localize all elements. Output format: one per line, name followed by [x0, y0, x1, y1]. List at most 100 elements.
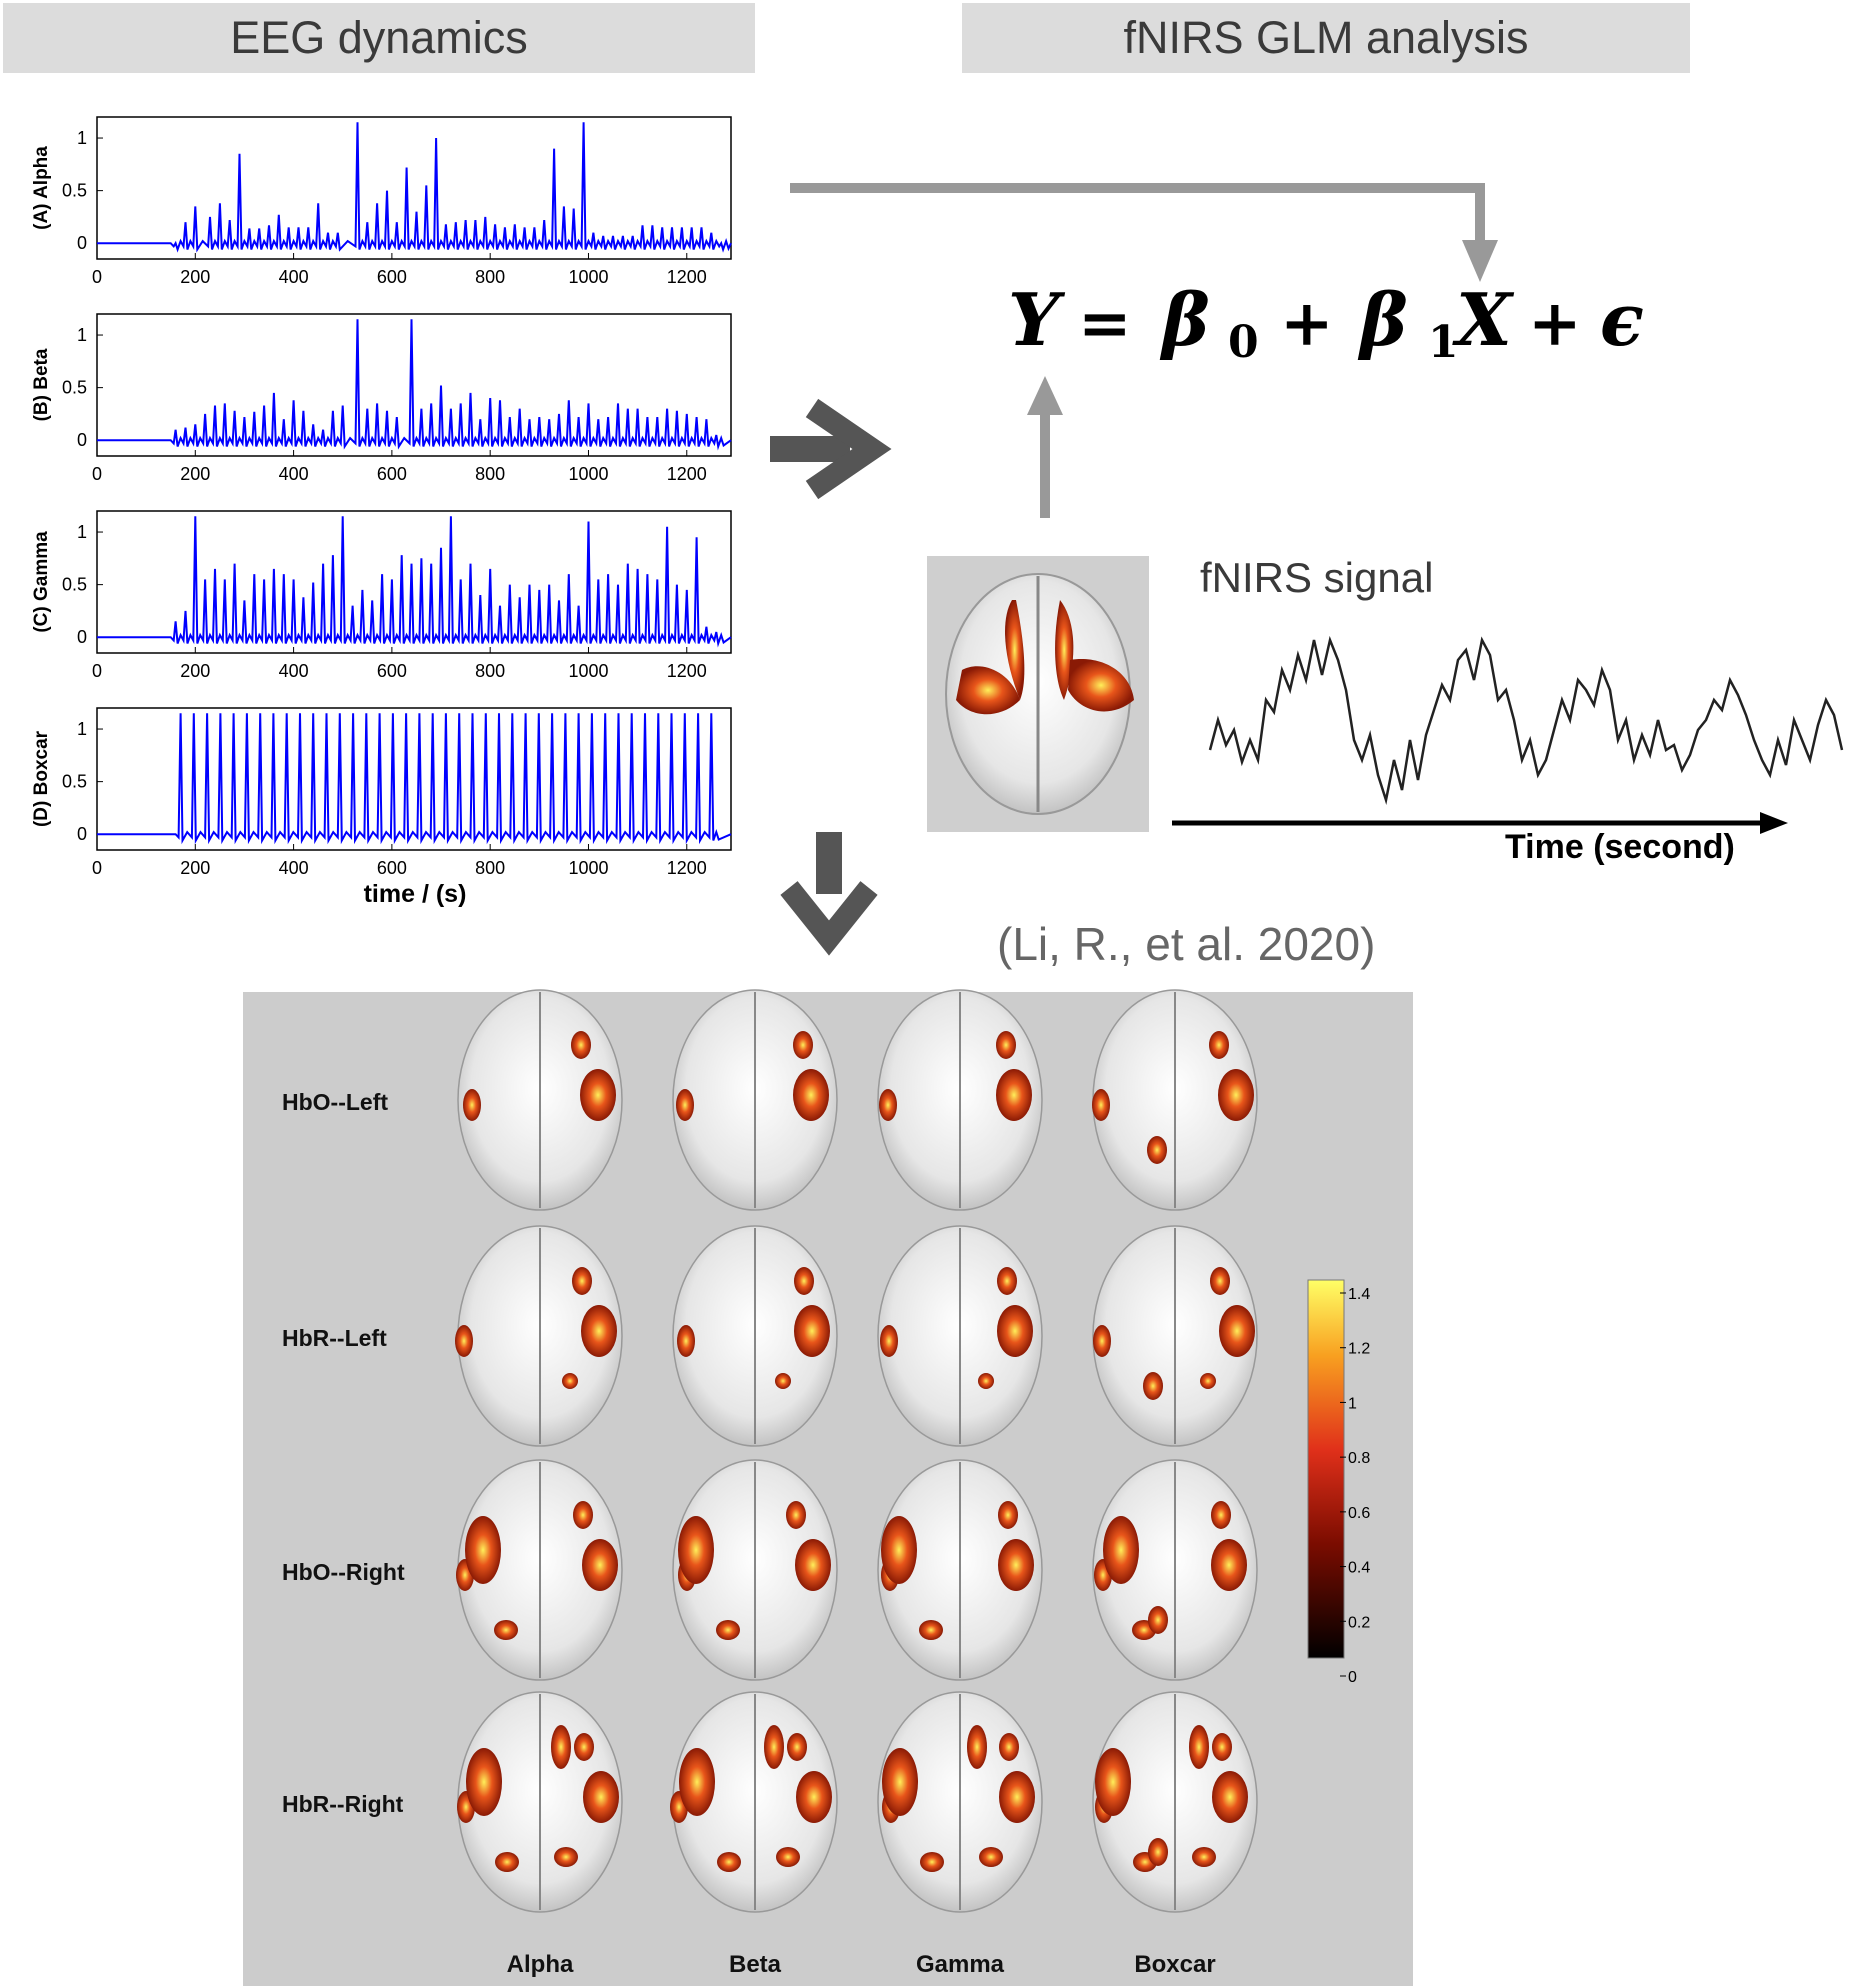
brain-map [672, 1225, 838, 1447]
activation-blob [1218, 1069, 1254, 1121]
colorbar-tick-label: 0 [1348, 1669, 1357, 1686]
arrow-alpha-to-equation [790, 183, 1498, 282]
eeg-plot-frame [96, 707, 732, 851]
activation-blob [764, 1725, 784, 1769]
activation-blob [1103, 1516, 1139, 1584]
brain-map [455, 1225, 623, 1447]
activation-blob [1211, 1501, 1231, 1529]
x-tick-label: 1200 [667, 464, 707, 484]
activation-blob [796, 1771, 832, 1823]
activation-blob [920, 1852, 944, 1872]
activation-blob [1055, 600, 1074, 700]
activation-blob [679, 1748, 715, 1816]
x-tick-label: 200 [180, 661, 210, 681]
activation-blob [881, 1516, 917, 1584]
eeg-plot-frame [96, 116, 732, 260]
eq-sub1: 1 [1428, 317, 1459, 368]
y-tick-label: 0 [77, 824, 87, 844]
activation-blob [554, 1847, 578, 1867]
activation-blob [996, 1031, 1016, 1059]
activation-blob [997, 1305, 1033, 1357]
eeg-panels: 00.510 200 400 600 800 1000 1200(A) Alpha00.51… [31, 116, 732, 908]
column-label: Boxcar [1134, 1951, 1215, 1978]
eeg-dynamics-header: EEG dynamics [3, 3, 755, 73]
colorbar-tick-label: 0.2 [1348, 1614, 1370, 1631]
colorbar: 1.4 1.2 1 0.8 0.6 0.4 0.2 0 [1307, 1279, 1370, 1686]
x-tick-label: 200 [180, 858, 210, 878]
activation-blob [717, 1852, 741, 1872]
activation-blob [786, 1501, 806, 1529]
activation-blob [879, 1089, 897, 1121]
x-tick-label: 0 [92, 661, 102, 681]
results-grid: HbO--Left HbR--Left HbO--Right HbR--Right Al… [282, 989, 1258, 1978]
x-tick-label: 0 [92, 464, 102, 484]
activation-blob [787, 1733, 807, 1761]
activation-blob [1212, 1771, 1248, 1823]
row-label: HbO--Left [282, 1089, 388, 1115]
x-tick-label: 600 [377, 464, 407, 484]
eeg-panel-label: (B) Beta [31, 348, 52, 421]
column-label: Beta [729, 1951, 782, 1978]
y-tick-label: 1 [77, 522, 87, 542]
time-axis-label: Time (second) [1505, 828, 1735, 866]
activation-blob [794, 1267, 814, 1295]
activation-blob [967, 1725, 987, 1769]
arrow-right-dark [770, 398, 892, 500]
x-tick-label: 400 [279, 464, 309, 484]
activation-blob [551, 1725, 571, 1769]
activation-blob [998, 1501, 1018, 1529]
x-tick-label: 400 [279, 661, 309, 681]
activation-blob [880, 1325, 898, 1357]
brain-map [1092, 1459, 1258, 1681]
row-label: HbR--Left [282, 1325, 387, 1351]
activation-blob [1200, 1373, 1216, 1389]
activation-blob [1093, 1325, 1111, 1357]
eeg-panel-label: (A) Alpha [31, 146, 52, 230]
x-tick-label: 600 [377, 661, 407, 681]
x-tick-label: 600 [377, 267, 407, 287]
fnirs-signal-trace [1208, 635, 1844, 805]
eeg-panel-1: 0 0.5 1 0 200 400 600 800 1000 1200 (A) Alpha [31, 116, 732, 287]
activation-blob [1189, 1725, 1209, 1769]
activation-blob [716, 1620, 740, 1640]
x-tick-label: 200 [180, 267, 210, 287]
colorbar-tick-label: 1.4 [1348, 1286, 1370, 1303]
y-tick-label: 0 [77, 430, 87, 450]
colorbar-tick-label: 0.8 [1348, 1450, 1370, 1467]
x-tick-label: 200 [180, 464, 210, 484]
activation-blob [582, 1539, 618, 1591]
colorbar-tick-label: 1 [1348, 1395, 1357, 1412]
row-label: HbO--Right [282, 1559, 405, 1585]
eeg-panel-label: (C) Gamma [31, 531, 52, 633]
brain-map [457, 989, 623, 1211]
activation-blob [676, 1089, 694, 1121]
activation-blob [1212, 1733, 1232, 1761]
activation-blob [572, 1267, 592, 1295]
activation-blob [677, 1325, 695, 1357]
brain-map [457, 1691, 623, 1913]
time-axis-arrow [1172, 812, 1788, 834]
activation-blob [463, 1089, 481, 1121]
activation-blob [979, 1847, 1003, 1867]
activation-blob [466, 1748, 502, 1816]
brain-map [1092, 1691, 1258, 1913]
colorbar-tick-label: 0.4 [1348, 1560, 1370, 1577]
activation-blob [978, 1373, 994, 1389]
activation-blob [882, 1748, 918, 1816]
eq-beta1: β [1357, 277, 1408, 362]
activation-blob [562, 1373, 578, 1389]
activation-blob [1143, 1372, 1163, 1400]
x-tick-label: 1200 [667, 267, 707, 287]
arrow-fnirs-to-equation [1027, 376, 1063, 518]
activation-blob [494, 1620, 518, 1640]
x-tick-label: 1000 [568, 858, 608, 878]
activation-blob [793, 1069, 829, 1121]
arrow-down-dark [780, 832, 878, 956]
x-tick-label: 1000 [568, 661, 608, 681]
x-tick-label: 1000 [568, 464, 608, 484]
x-tick-label: 800 [475, 267, 505, 287]
brain-map [1092, 989, 1258, 1211]
activation-blob [583, 1771, 619, 1823]
y-tick-label: 1 [77, 325, 87, 345]
